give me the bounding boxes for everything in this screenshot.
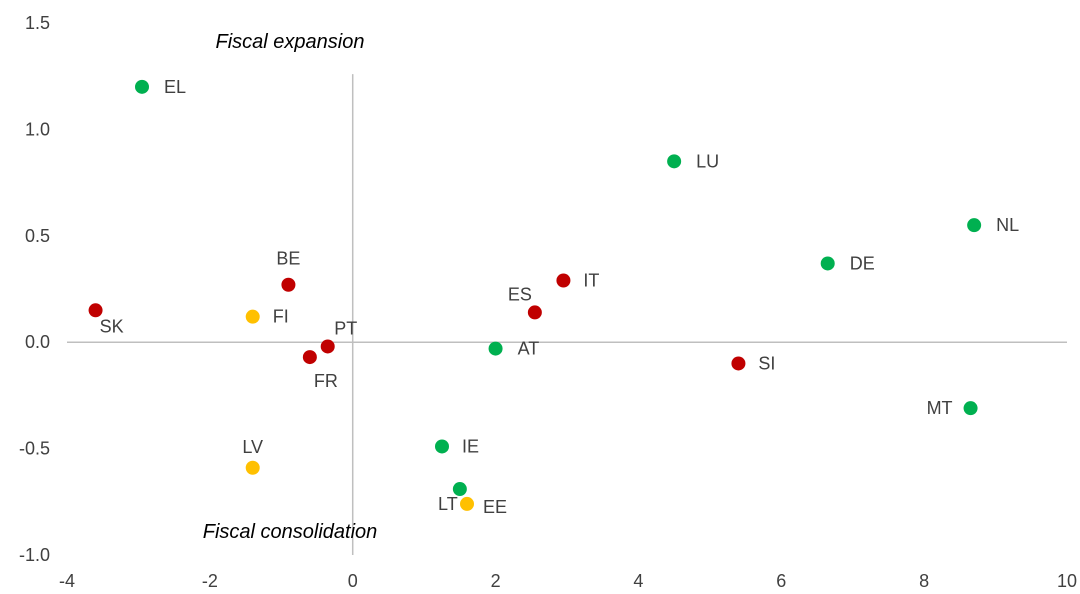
axes [67,74,1067,555]
point-label-at: AT [518,339,540,359]
point-label-fr: FR [314,371,338,391]
point-label-be: BE [276,249,300,269]
y-tick-label: -1.0 [19,545,50,565]
point-label-el: EL [164,77,186,97]
y-tick-label: -0.5 [19,439,50,459]
point-el [135,79,149,94]
point-nl [967,218,982,233]
point-label-ie: IE [462,436,479,456]
point-label-ee: EE [483,497,507,517]
point-label-lv: LV [242,437,263,457]
point-lt [452,482,467,497]
point-es [527,305,542,320]
point-label-de: DE [850,253,875,273]
point-lv [245,460,260,475]
point-ee [460,496,474,511]
point-label-fi: FI [273,307,289,327]
point-lu [667,154,682,169]
y-tick-label: 1.0 [25,119,50,139]
x-tick-label: 2 [491,571,501,591]
point-de [820,256,835,271]
point-ie [435,439,449,454]
point-mt [963,401,978,416]
x-tick-label: 6 [776,571,786,591]
point-si [731,356,746,371]
point-label-es: ES [508,284,532,304]
x-tick-label: -2 [202,571,218,591]
annotation-fiscal-expansion: Fiscal expansion [216,31,365,53]
y-tick-label: 1.5 [25,13,50,33]
x-tick-label: 0 [348,571,358,591]
x-tick-label: 4 [633,571,643,591]
point-be [281,277,296,292]
x-tick-label: -4 [59,571,75,591]
y-tick-label: 0.0 [25,332,50,352]
point-label-sk: SK [100,316,124,336]
point-label-mt: MT [927,398,953,418]
annotation-fiscal-consolidation: Fiscal consolidation [203,521,378,543]
point-label-si: SI [758,353,775,373]
point-sk [88,303,103,318]
point-fi [245,309,260,324]
point-label-nl: NL [996,215,1019,235]
y-tick-label: 0.5 [25,226,50,246]
point-label-lu: LU [696,151,719,171]
point-it [556,273,571,288]
x-tick-label: 10 [1057,571,1077,591]
x-tick-label: 8 [919,571,929,591]
point-fr [302,350,317,365]
data-points: EL LU NL DE BE IT SK FI ES PT FR AT SI MT IE LV LT EE [88,77,1019,517]
point-label-lt: LT [438,494,458,514]
point-pt [320,339,335,354]
tick-labels: -4 -2 0 2 4 6 8 10 -1.0 -0.5 0.0 0.5 1.0 1.5 [19,13,1077,591]
point-label-it: IT [583,270,599,290]
point-label-pt: PT [334,318,357,338]
point-at [488,341,503,356]
